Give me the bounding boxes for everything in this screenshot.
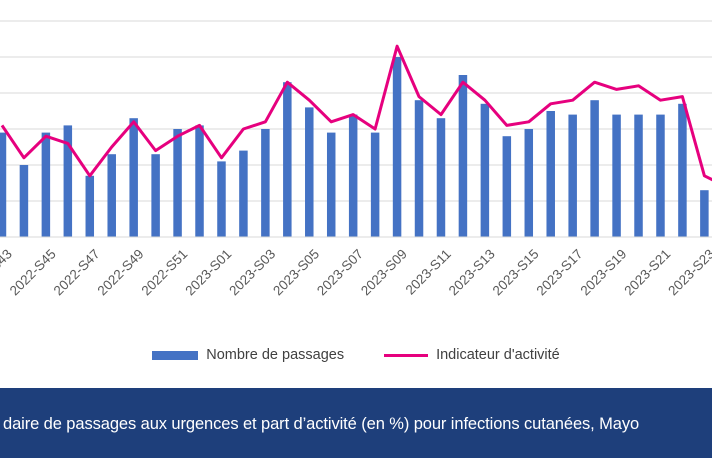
bar: [480, 103, 490, 237]
bar: [656, 114, 665, 237]
line-series: [0, 44, 712, 182]
bar: [634, 114, 643, 237]
bar: [700, 190, 709, 237]
legend-label-bars: Nombre de passages: [206, 347, 345, 363]
x-tick-label: 2022-S45: [7, 246, 59, 298]
legend: Nombre de passages Indicateur d'activité: [0, 344, 712, 366]
bar: [414, 100, 424, 237]
bar: [0, 132, 7, 237]
activity-line: [0, 44, 712, 182]
bar: [63, 125, 73, 237]
x-tick-label: 2022-S51: [138, 246, 190, 298]
bar: [19, 165, 29, 237]
bar: [612, 114, 621, 237]
x-tick-label: 2023-S17: [534, 246, 586, 298]
bar: [546, 111, 555, 237]
bar: [151, 154, 160, 237]
x-tick-label: 2023-S23: [665, 246, 712, 298]
bar: [173, 129, 182, 237]
bar: [678, 103, 687, 237]
x-tick-label: 2023-S19: [577, 246, 629, 298]
bar: [261, 129, 270, 237]
bar: [348, 114, 358, 237]
x-tick-label: 2023-S15: [490, 246, 542, 298]
bar-series: [0, 57, 709, 238]
bar: [217, 161, 226, 237]
caption-text: daire de passages aux urgences et part d…: [3, 415, 640, 433]
x-tick-label: 2023-S13: [446, 246, 498, 298]
x-tick-label: 2023-S07: [314, 246, 366, 298]
bar: [326, 132, 336, 237]
bar: [129, 118, 138, 237]
x-tick-label: 2023-S01: [182, 246, 234, 298]
legend-swatch-line: [384, 353, 429, 357]
x-tick-label: 2022-S47: [51, 246, 103, 298]
x-tick-label: 2023-S05: [270, 246, 322, 298]
x-tick-label: 2022-S49: [95, 246, 147, 298]
caption-banner: daire de passages aux urgences et part d…: [0, 388, 712, 458]
legend-item-bars: Nombre de passages: [152, 347, 344, 363]
legend-swatch-bars: [152, 350, 199, 360]
bar: [590, 100, 599, 237]
chart: 2022-S432022-S452022-S472022-S492022-S51…: [0, 20, 712, 298]
bar: [370, 132, 380, 237]
bar: [283, 82, 292, 237]
x-tick-label: 2023-S09: [358, 246, 410, 298]
bar: [305, 107, 314, 238]
bar: [239, 150, 248, 237]
bar: [392, 57, 402, 237]
bar: [41, 132, 51, 237]
bar: [568, 114, 577, 237]
legend-label-line: Indicateur d'activité: [436, 347, 560, 363]
x-tick-label: 2023-S21: [621, 246, 673, 298]
bar: [524, 129, 534, 237]
legend-item-line: Indicateur d'activité: [384, 347, 560, 363]
x-tick-label: 2023-S03: [226, 246, 278, 298]
bar: [195, 125, 204, 237]
x-tick-labels: 2022-S432022-S452022-S472022-S492022-S51…: [0, 246, 712, 298]
bar: [85, 175, 95, 237]
bar: [107, 154, 116, 237]
bar: [502, 136, 512, 237]
bar: [458, 75, 468, 237]
x-tick-label: 2023-S11: [403, 246, 454, 297]
bar: [436, 118, 446, 237]
